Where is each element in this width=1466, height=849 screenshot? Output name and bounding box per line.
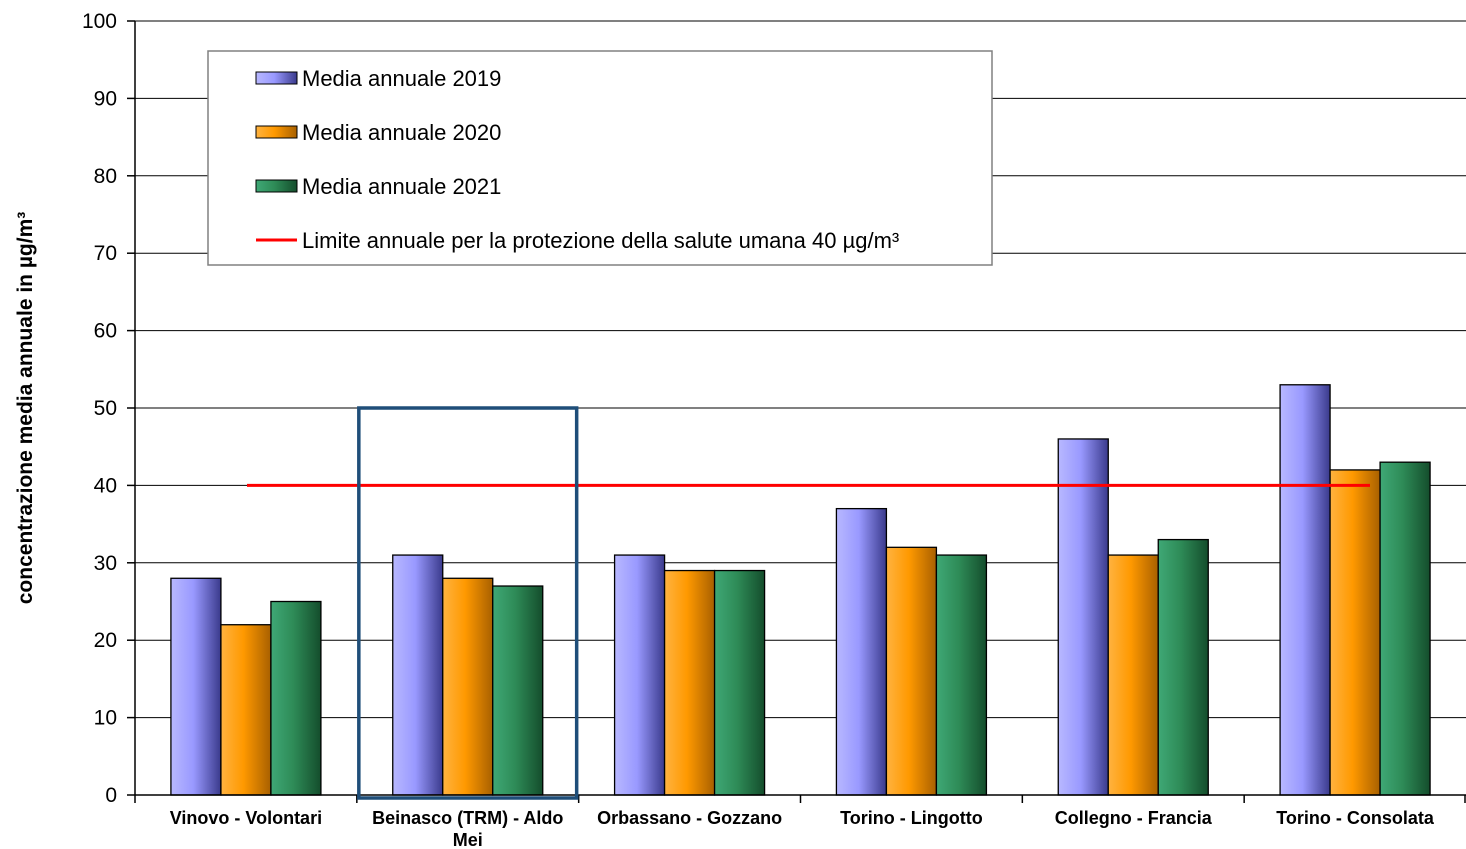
y-tick-label: 20	[94, 629, 117, 652]
bar	[170, 577, 222, 796]
y-tick-label: 100	[82, 10, 117, 33]
y-tick-label: 80	[94, 165, 117, 188]
bar	[1329, 469, 1381, 796]
bar	[1107, 554, 1159, 796]
category-label: Collegno - Francia	[1055, 808, 1213, 828]
legend-label: Limite annuale per la protezione della s…	[302, 228, 899, 253]
bar	[442, 577, 494, 796]
axes	[134, 21, 1466, 803]
legend-label: Media annuale 2021	[302, 174, 501, 199]
highlight-box	[357, 406, 579, 800]
y-tick-label: 60	[94, 320, 117, 343]
y-tick-label: 10	[94, 707, 117, 730]
category-label: Torino - Lingotto	[840, 808, 983, 828]
bar	[663, 569, 716, 796]
bar	[1379, 461, 1431, 796]
category-label: Torino - Consolata	[1276, 808, 1435, 828]
category-label: Beinasco (TRM) - Aldo	[372, 808, 563, 828]
y-tick-label: 0	[105, 784, 117, 807]
bar	[270, 600, 322, 796]
bars	[170, 384, 1431, 796]
bar	[713, 569, 766, 796]
y-axis-label: concentrazione media annuale in µg/m³	[14, 212, 37, 605]
bar	[835, 507, 888, 796]
legend-label: Media annuale 2020	[302, 120, 501, 145]
y-tick-label: 30	[94, 552, 117, 575]
y-tick-label: 40	[94, 474, 117, 497]
bar	[613, 554, 666, 796]
category-label: Mei	[453, 830, 483, 849]
bar	[392, 554, 444, 796]
bar	[492, 585, 544, 796]
legend-box	[207, 50, 993, 266]
category-label: Vinovo - Volontari	[170, 808, 322, 828]
category-label: Orbassano - Gozzano	[597, 808, 782, 828]
y-tick-label: 90	[94, 87, 117, 110]
bar	[220, 624, 272, 796]
legend-swatch	[255, 179, 298, 193]
bar	[1157, 538, 1209, 796]
legend-swatch	[255, 71, 298, 85]
bar	[1057, 438, 1109, 796]
bar	[935, 554, 988, 796]
y-tick-labels: 0 10 20 30 40 50 60 70 80 90 100	[82, 10, 117, 807]
bar	[1279, 384, 1331, 796]
legend: Media annuale 2019 Media annuale 2020 Medi…	[207, 50, 993, 266]
bar	[885, 546, 938, 796]
y-tick-label: 70	[94, 242, 117, 265]
highlight-rect	[357, 406, 579, 800]
legend-swatch	[255, 125, 298, 139]
y-tick-label: 50	[94, 397, 117, 420]
category-labels: Vinovo - Volontari Beinasco (TRM) - Aldo M…	[170, 808, 1435, 849]
legend-label: Media annuale 2019	[302, 66, 501, 91]
